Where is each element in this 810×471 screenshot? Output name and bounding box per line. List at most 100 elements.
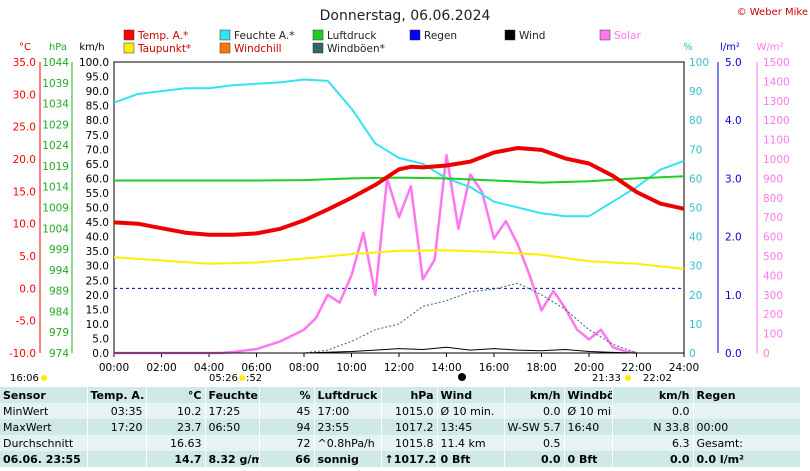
legend-label: Windböen* bbox=[327, 43, 385, 55]
press-tick: 1039 bbox=[42, 78, 69, 90]
solar-unit: W/m² bbox=[756, 42, 783, 53]
wind-tick: 100.0 bbox=[79, 57, 109, 69]
press-tick: 1004 bbox=[42, 223, 69, 235]
rain-tick: 0.0 bbox=[725, 348, 742, 360]
solar-tick: 200 bbox=[763, 309, 783, 321]
table-cell bbox=[87, 451, 147, 467]
press-tick: 984 bbox=[49, 306, 69, 318]
table-cell: 1017.2 bbox=[381, 419, 438, 435]
table-cell: MaxWert bbox=[0, 419, 88, 435]
table-cell: 06:50 bbox=[205, 419, 260, 435]
solar-tick: 500 bbox=[763, 251, 783, 263]
table-cell: 45 bbox=[259, 403, 315, 419]
temp-tick: 30.0 bbox=[13, 89, 36, 101]
table-cell: Ø 10 min. bbox=[437, 403, 505, 419]
table-cell: ^0.8hPa/h bbox=[314, 435, 382, 451]
rain-tick: 2.0 bbox=[725, 232, 742, 244]
press-tick: 979 bbox=[49, 327, 69, 339]
copyright-text: © Weber Mike bbox=[737, 7, 808, 18]
table-row: 06.06. 23:55 14.78.32 g/m³66sonnig↑1017.2… bbox=[0, 451, 801, 467]
time-tick: 16:00 bbox=[479, 362, 509, 374]
table-cell: °C bbox=[146, 387, 206, 403]
hum-tick: 0 bbox=[689, 348, 696, 360]
wind-tick: 5.0 bbox=[92, 333, 109, 345]
table-cell: hPa bbox=[381, 387, 438, 403]
time-tick: 00:00 bbox=[99, 362, 129, 374]
legend-swatch bbox=[599, 29, 611, 41]
moon-icon bbox=[458, 373, 466, 381]
table-cell: 16.63 bbox=[146, 435, 206, 451]
series-taupunkt bbox=[113, 249, 685, 270]
sunset-time: 21:33 bbox=[592, 373, 621, 384]
hum-tick: 100 bbox=[689, 57, 709, 69]
table-cell: 0.0 bbox=[504, 403, 565, 419]
hum-unit: % bbox=[683, 42, 693, 53]
rain-tick: 3.0 bbox=[725, 173, 742, 185]
legend-label: Luftdruck bbox=[327, 30, 377, 42]
press-tick: 1014 bbox=[42, 182, 69, 194]
press-unit: hPa bbox=[49, 42, 67, 53]
temp-tick: 0.0 bbox=[19, 283, 36, 295]
temp-tick: 25.0 bbox=[13, 122, 36, 134]
table-cell: 17:00 bbox=[314, 403, 382, 419]
sun-icon bbox=[41, 375, 47, 381]
table-cell: % bbox=[259, 387, 315, 403]
press-tick: 999 bbox=[49, 244, 69, 256]
table-row: Durchschnitt 16.63 72 ^0.8hPa/h 1015.8 11.4 k… bbox=[0, 435, 801, 451]
table-cell: km/h bbox=[504, 387, 565, 403]
solar-tick: 1000 bbox=[763, 154, 790, 166]
series-windben bbox=[114, 282, 684, 354]
axis-units: °C hPa km/h% l/m² W/m² bbox=[19, 42, 784, 53]
legend-label: Temp. A.* bbox=[137, 30, 188, 42]
legend-swatch bbox=[409, 29, 421, 41]
table-row: MinWert 03:35 10.2 17:25 45 17:00 1015.0 Ø 10 m… bbox=[0, 403, 801, 419]
temp-unit: °C bbox=[19, 42, 31, 53]
wind-tick: 25.0 bbox=[86, 275, 109, 287]
table-cell: 10.2 bbox=[146, 403, 206, 419]
table-cell: sonnig bbox=[314, 451, 382, 467]
wind-tick: 95.0 bbox=[86, 72, 109, 84]
legend-label: Windchill bbox=[234, 43, 282, 55]
table-cell: 23:55 bbox=[314, 419, 382, 435]
press-tick: 1019 bbox=[42, 161, 69, 173]
sunrise-min: :52 bbox=[246, 373, 262, 384]
legend-swatch bbox=[219, 29, 231, 41]
wind-tick: 0.0 bbox=[92, 348, 109, 360]
wind-tick: 30.0 bbox=[86, 261, 109, 273]
sun-info: 16:06 05:26:52 21:33 22:02 bbox=[10, 373, 672, 384]
table-cell: MinWert bbox=[0, 403, 88, 419]
time-tick: 22:00 bbox=[621, 362, 651, 374]
rain-tick: 5.0 bbox=[725, 57, 742, 69]
temp-tick: 10.0 bbox=[13, 219, 36, 231]
solar-tick: 600 bbox=[763, 232, 783, 244]
series-solar bbox=[114, 153, 637, 355]
table-cell: 13:45 bbox=[437, 419, 505, 435]
series bbox=[113, 78, 685, 355]
temp-tick: -5.0 bbox=[16, 316, 37, 328]
rain-tick: 4.0 bbox=[725, 115, 742, 127]
hum-tick: 40 bbox=[689, 232, 702, 244]
wind-tick: 85.0 bbox=[86, 101, 109, 113]
solar-tick: 800 bbox=[763, 193, 783, 205]
solar-tick: 700 bbox=[763, 212, 783, 224]
table-cell: Gesamt: bbox=[693, 435, 801, 451]
table-cell: 0.0 bbox=[612, 403, 694, 419]
press-tick: 1034 bbox=[42, 99, 69, 111]
table-cell: 0.5 bbox=[504, 435, 565, 451]
table-cell bbox=[87, 435, 147, 451]
table-cell: 17:20 bbox=[87, 419, 147, 435]
legend-swatch bbox=[312, 29, 324, 41]
series-tempa bbox=[113, 146, 685, 237]
temp-tick: 20.0 bbox=[13, 154, 36, 166]
table-cell: 03:35 bbox=[87, 403, 147, 419]
wind-tick: 65.0 bbox=[86, 159, 109, 171]
table-cell: 1015.0 bbox=[381, 403, 438, 419]
hum-tick: 50 bbox=[689, 203, 702, 215]
table-cell: 0.0 bbox=[504, 451, 565, 467]
legend-swatch bbox=[123, 29, 135, 41]
time-tick: 20:00 bbox=[574, 362, 604, 374]
hum-tick: 60 bbox=[689, 173, 702, 185]
weather-chart: Donnerstag, 06.06.2024 © Weber Mike Temp… bbox=[9, 7, 808, 384]
